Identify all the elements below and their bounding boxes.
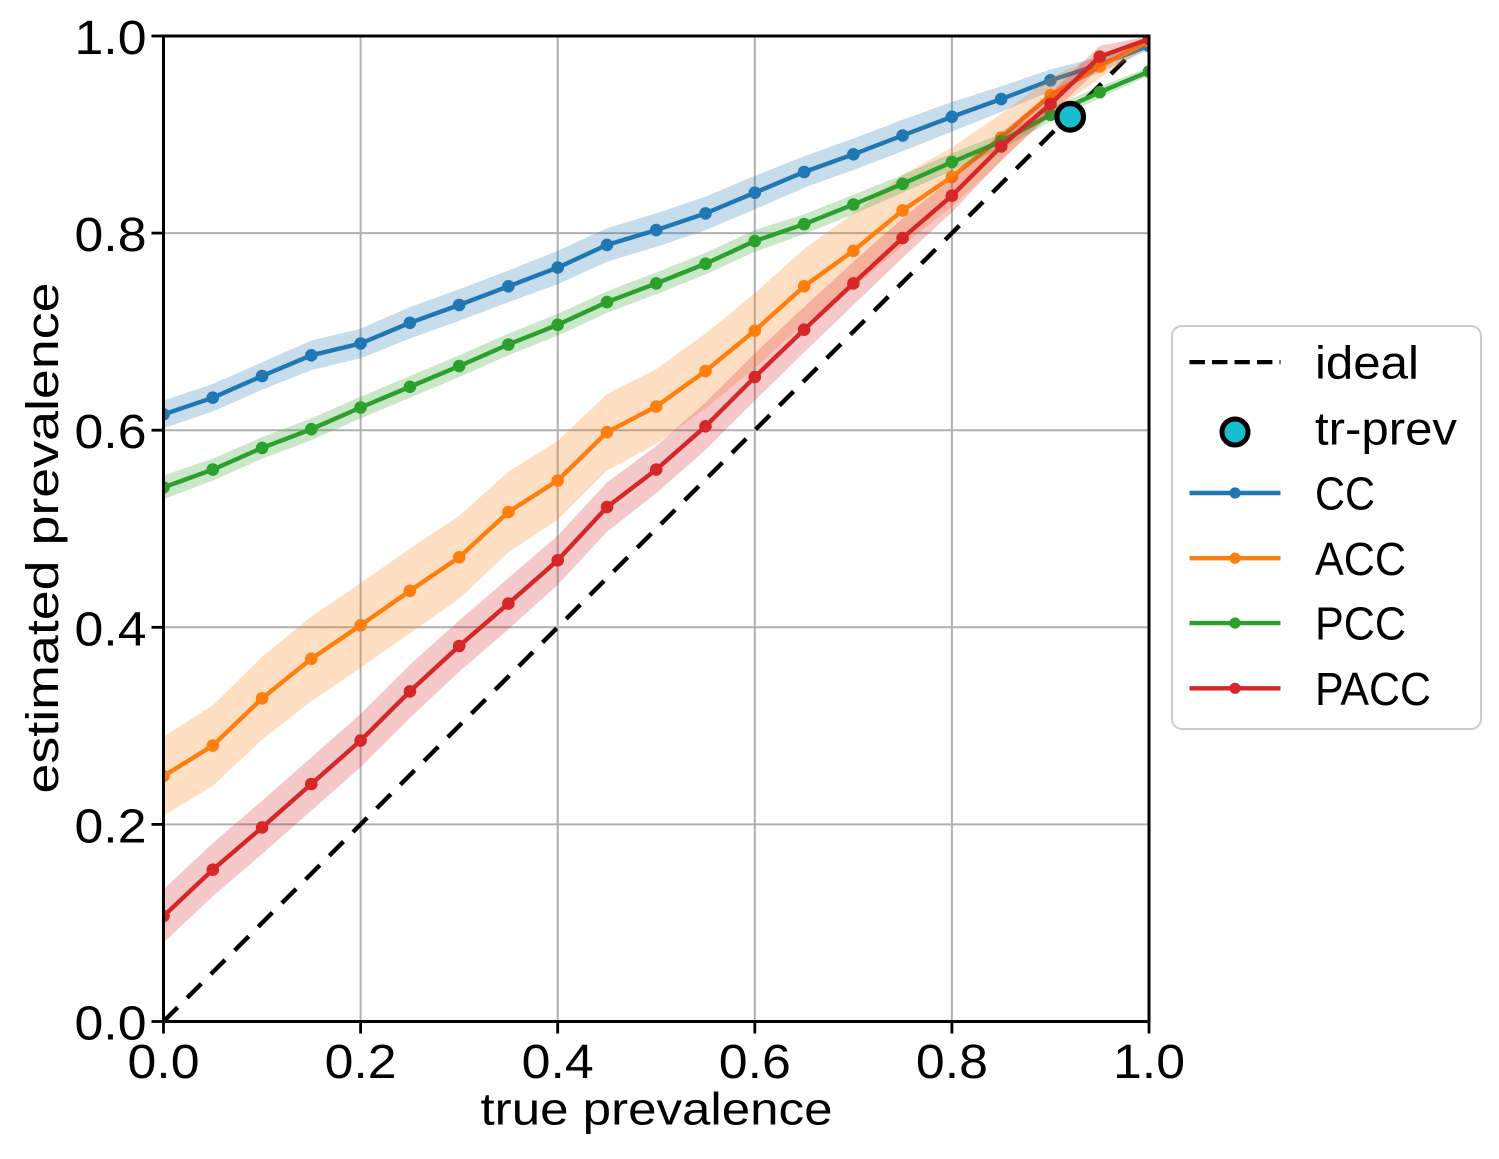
svg-text:0.8: 0.8 [916, 1036, 988, 1089]
svg-text:0.6: 0.6 [719, 1036, 791, 1089]
svg-text:PCC: PCC [1315, 598, 1406, 650]
svg-text:true prevalence: true prevalence [481, 1084, 833, 1135]
svg-text:ACC: ACC [1315, 533, 1406, 585]
svg-text:0.4: 0.4 [75, 603, 147, 656]
svg-text:tr-prev: tr-prev [1315, 403, 1457, 455]
svg-text:0.2: 0.2 [75, 800, 147, 853]
svg-text:PACC: PACC [1315, 663, 1431, 715]
svg-text:0.6: 0.6 [75, 406, 147, 459]
svg-text:1.0: 1.0 [1113, 1036, 1185, 1089]
svg-text:0.2: 0.2 [325, 1036, 397, 1089]
svg-text:1.0: 1.0 [75, 12, 147, 65]
svg-text:0.0: 0.0 [75, 998, 147, 1051]
svg-text:0.8: 0.8 [75, 209, 147, 262]
svg-text:ideal: ideal [1315, 337, 1419, 389]
svg-text:0.4: 0.4 [522, 1036, 594, 1089]
svg-text:estimated prevalence: estimated prevalence [17, 283, 68, 794]
svg-text:CC: CC [1315, 468, 1375, 520]
svg-text:0.0: 0.0 [128, 1036, 200, 1089]
